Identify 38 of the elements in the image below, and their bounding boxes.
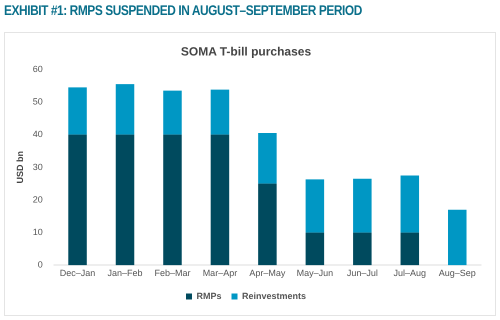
bar bbox=[258, 184, 277, 266]
x-tick-label: Apr–May bbox=[249, 268, 286, 278]
x-tick-label: Aug–Sep bbox=[438, 268, 476, 278]
bar bbox=[68, 134, 87, 266]
bar bbox=[400, 232, 420, 266]
bar bbox=[306, 179, 324, 233]
bar bbox=[163, 134, 182, 266]
y-tick-label: 0 bbox=[38, 260, 43, 270]
legend-label: RMPs bbox=[196, 290, 222, 301]
x-tick-label: May–Jun bbox=[296, 268, 334, 278]
bar bbox=[258, 133, 277, 184]
chart-title: EXHIBIT #1: RMPS SUSPENDED IN AUGUST–SEPTEMBER PERIOD bbox=[4, 2, 362, 18]
x-tick-label: Mar–Apr bbox=[202, 268, 238, 278]
bar bbox=[306, 232, 324, 266]
bar bbox=[400, 175, 420, 233]
y-tick-label: 20 bbox=[32, 194, 43, 204]
legend-label: Reinvestments bbox=[242, 290, 306, 301]
y-tick-label: 50 bbox=[32, 96, 43, 107]
x-tick-label: Jul–Aug bbox=[394, 268, 426, 278]
chart-subtitle: SOMA T-bill purchases bbox=[180, 44, 312, 59]
bar bbox=[116, 134, 134, 266]
bar bbox=[353, 232, 372, 266]
bar bbox=[116, 84, 134, 135]
bar bbox=[210, 90, 230, 135]
y-axis-title: USD bn bbox=[14, 151, 25, 184]
y-tick-label: 60 bbox=[32, 64, 43, 74]
bar bbox=[68, 87, 87, 135]
x-tick-label: Jun–Jul bbox=[346, 268, 378, 278]
bar bbox=[448, 210, 467, 266]
y-tick-label: 10 bbox=[32, 227, 43, 238]
bar bbox=[163, 90, 182, 135]
y-tick-label: 30 bbox=[32, 162, 43, 172]
x-tick-label: Jan–Feb bbox=[107, 268, 143, 278]
x-tick-label: Feb–Mar bbox=[154, 268, 190, 278]
y-tick-label: 40 bbox=[32, 129, 43, 140]
bar bbox=[353, 178, 372, 233]
x-tick-label: Dec–Jan bbox=[60, 268, 96, 278]
bar bbox=[210, 134, 230, 266]
